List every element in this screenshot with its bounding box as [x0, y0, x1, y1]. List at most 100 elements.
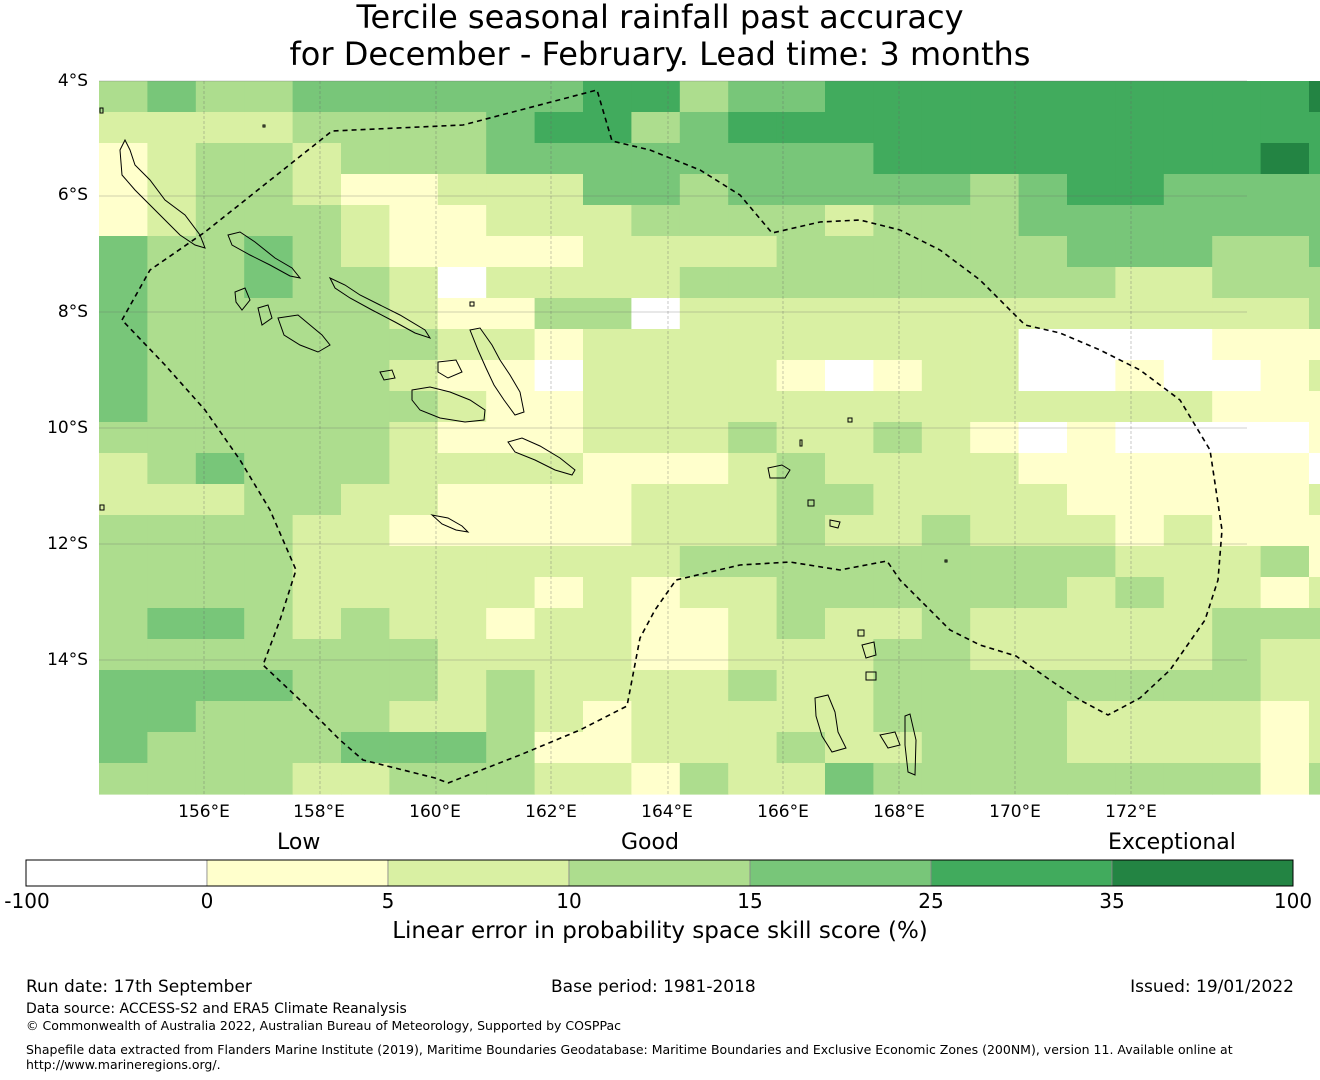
grid-cell	[244, 174, 294, 206]
grid-cell	[825, 546, 874, 578]
grid-cell	[873, 81, 923, 113]
grid-cell	[292, 639, 342, 671]
grid-cell	[970, 298, 1020, 330]
grid-cell	[921, 267, 971, 299]
grid-cell	[679, 143, 729, 175]
grid-cell	[1067, 484, 1116, 516]
grid-cell	[147, 453, 197, 485]
grid-cell	[244, 360, 294, 392]
grid-cell	[1115, 701, 1165, 733]
grid-cell	[825, 143, 874, 175]
grid-cell	[1018, 515, 1068, 547]
grid-cell	[631, 701, 681, 733]
grid-cell	[534, 298, 584, 330]
grid-cell	[1115, 391, 1165, 423]
grid-cell	[244, 112, 294, 144]
grid-cell	[99, 267, 148, 299]
grid-cell	[825, 453, 874, 485]
grid-cell	[776, 205, 826, 237]
grid-cell	[99, 639, 148, 671]
grid-cell	[244, 236, 294, 268]
grid-cell	[583, 453, 632, 485]
grid-cell	[631, 577, 681, 609]
grid-cell	[195, 639, 245, 671]
grid-cell	[1309, 174, 1320, 206]
grid-cell	[147, 112, 197, 144]
grid-cell	[776, 577, 826, 609]
grid-cell	[389, 267, 439, 299]
grid-cell	[1115, 639, 1165, 671]
grid-cell	[1018, 701, 1068, 733]
grid-cell	[631, 174, 681, 206]
grid-cell	[1212, 174, 1262, 206]
grid-cell	[1309, 639, 1320, 671]
grid-cell	[873, 174, 923, 206]
lon-label-160e: 160°E	[409, 802, 461, 822]
grid-cell	[631, 639, 681, 671]
grid-cell	[147, 81, 197, 113]
grid-cell	[970, 174, 1020, 206]
grid-cell	[437, 236, 487, 268]
grid-cell	[437, 484, 487, 516]
grid-cell	[147, 577, 197, 609]
grid-cell	[1212, 81, 1262, 113]
grid-cell	[1115, 81, 1165, 113]
grid-cell	[1260, 484, 1310, 516]
grid-cell	[1212, 484, 1262, 516]
grid-cell	[1309, 453, 1320, 485]
grid-cell	[1018, 391, 1068, 423]
grid-cell	[486, 515, 536, 547]
grid-cell	[437, 112, 487, 144]
grid-cell	[1309, 267, 1320, 299]
colorbar-tick-100: 100	[1273, 889, 1313, 913]
grid-cell	[389, 546, 439, 578]
grid-cell	[583, 732, 632, 764]
lat-label-8s: 8°S	[57, 302, 88, 322]
grid-cell	[1018, 763, 1068, 795]
grid-cell	[728, 515, 778, 547]
grid-cell	[631, 81, 681, 113]
grid-cell	[583, 143, 632, 175]
grid-cell	[292, 391, 342, 423]
grid-cell	[728, 453, 778, 485]
grid-cell	[437, 205, 487, 237]
grid-cell	[1067, 732, 1116, 764]
grid-cell	[1067, 267, 1116, 299]
grid-cell	[583, 763, 632, 795]
grid-cell	[292, 546, 342, 578]
grid-cell	[99, 298, 148, 330]
grid-cell	[99, 763, 148, 795]
grid-cell	[921, 329, 971, 361]
grid-cell	[679, 577, 729, 609]
grid-cell	[341, 81, 390, 113]
grid-cell	[776, 484, 826, 516]
grid-cell	[389, 360, 439, 392]
grid-cell	[244, 422, 294, 454]
grid-cell	[825, 236, 874, 268]
grid-cell	[679, 205, 729, 237]
grid-cell	[244, 267, 294, 299]
grid-cell	[1018, 205, 1068, 237]
grid-cell	[437, 577, 487, 609]
grid-cell	[244, 577, 294, 609]
grid-cell	[292, 763, 342, 795]
grid-cell	[1212, 577, 1262, 609]
grid-cell	[1018, 422, 1068, 454]
grid-cell	[1260, 143, 1310, 175]
grid-cell	[776, 453, 826, 485]
grid-cell	[437, 391, 487, 423]
grid-cell	[873, 701, 923, 733]
lon-label-170e: 170°E	[989, 802, 1041, 822]
grid-cell	[1260, 701, 1310, 733]
grid-cell	[970, 236, 1020, 268]
grid-cell	[99, 453, 148, 485]
grid-cell	[776, 329, 826, 361]
grid-cell	[486, 608, 536, 640]
grid-cell	[970, 360, 1020, 392]
grid-cell	[1018, 608, 1068, 640]
grid-cell	[631, 391, 681, 423]
grid-cell	[486, 701, 536, 733]
grid-cell	[1163, 236, 1213, 268]
grid-cell	[970, 639, 1020, 671]
grid-cell	[389, 639, 439, 671]
